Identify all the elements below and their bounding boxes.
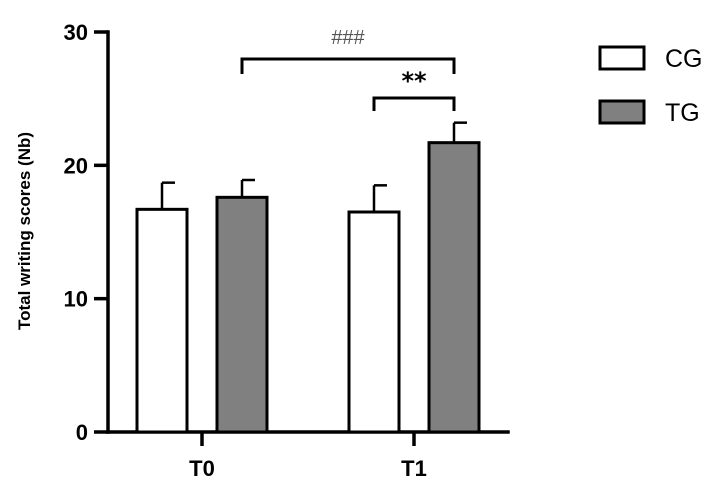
y-axis: 0 10 20 30	[64, 20, 110, 445]
bars	[135, 121, 481, 434]
legend-label-tg: TG	[665, 99, 700, 127]
y-tick-label: 20	[64, 153, 88, 178]
y-tick-label: 30	[64, 20, 88, 45]
x-axis: T0 T1	[106, 430, 510, 481]
bar-cg-t1	[347, 210, 401, 434]
significance-bracket	[372, 96, 456, 111]
legend-swatch-tg	[598, 99, 646, 125]
significance-label: **	[401, 67, 427, 95]
significance-label: ###	[331, 27, 365, 49]
y-tick-label: 0	[76, 420, 88, 445]
y-tick-label: 10	[64, 287, 88, 312]
bar-cg-t0	[135, 207, 189, 434]
y-axis-label: Total writing scores (Nb)	[15, 132, 34, 330]
legend: CG TG	[598, 45, 703, 127]
x-tick-label: T1	[401, 456, 427, 481]
x-tick-label: T0	[189, 456, 215, 481]
significance-bracket	[240, 57, 456, 74]
legend-label-cg: CG	[665, 45, 703, 73]
bar-tg-t1	[427, 141, 481, 434]
legend-swatch-cg	[598, 45, 646, 71]
bar-tg-t0	[215, 195, 269, 434]
significance-annotations: ### **	[240, 27, 456, 111]
